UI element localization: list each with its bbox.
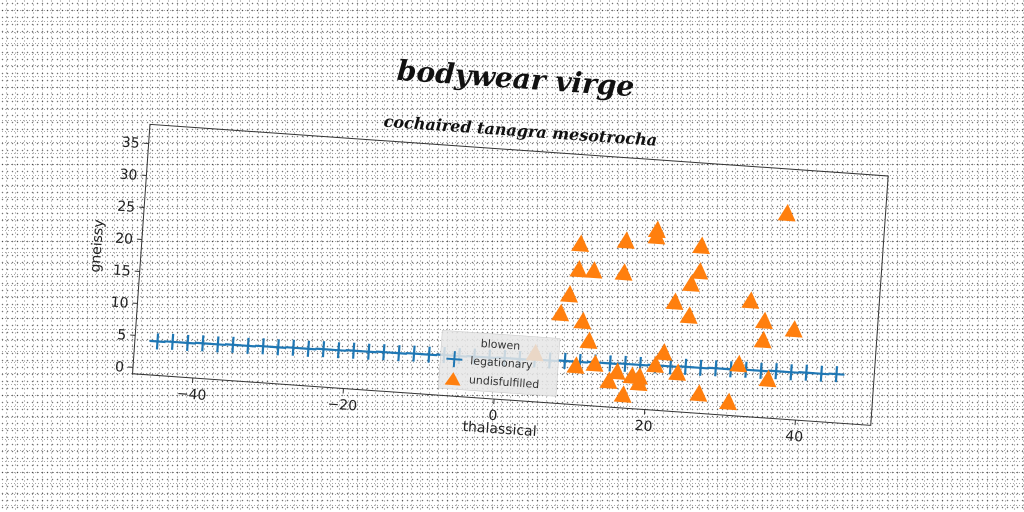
point-undisfulfilled <box>585 354 604 372</box>
y-tick-label: 0 <box>114 359 124 376</box>
x-axis-label: thalassical <box>462 419 537 440</box>
point-undisfulfilled <box>654 343 673 361</box>
point-undisfulfilled <box>668 363 687 381</box>
y-tick-label: 35 <box>121 135 140 152</box>
legend-marker-undisfulfilled <box>444 372 461 386</box>
point-undisfulfilled <box>569 260 588 278</box>
point-legationary <box>813 365 830 382</box>
point-legationary <box>768 363 785 380</box>
point-legationary <box>677 358 694 375</box>
point-undisfulfilled <box>741 291 760 309</box>
legend-title: blowen <box>480 337 520 353</box>
point-undisfulfilled <box>753 330 772 349</box>
point-legationary <box>285 339 302 356</box>
point-legationary <box>255 338 272 355</box>
point-legationary <box>828 366 845 383</box>
point-undisfulfilled <box>719 392 737 411</box>
x-tick-label: −20 <box>327 396 358 414</box>
point-legationary <box>194 335 211 352</box>
axis-ticks: −40 −20 0 20 40 0 5 10 15 20 25 30 35 <box>110 135 804 446</box>
point-legationary <box>390 345 407 362</box>
point-legationary <box>783 364 800 381</box>
point-undisfulfilled <box>614 263 633 281</box>
x-tick-label: 40 <box>785 428 804 445</box>
x-tick-label: 20 <box>634 418 653 435</box>
legend-marker-legationary <box>446 351 463 368</box>
legend-box <box>437 329 561 397</box>
point-undisfulfilled <box>729 354 748 373</box>
y-axis-label: gneissy <box>88 219 108 273</box>
point-legationary <box>375 344 392 361</box>
point-undisfulfilled <box>690 262 709 280</box>
point-legationary <box>602 355 619 372</box>
point-undisfulfilled <box>579 331 598 350</box>
y-tick-label: 15 <box>112 263 131 280</box>
point-legationary <box>556 352 573 369</box>
point-undisfulfilled <box>566 356 585 374</box>
point-legationary <box>345 342 362 359</box>
point-legationary <box>209 336 226 353</box>
point-legationary <box>270 339 287 356</box>
data-marks <box>149 203 845 411</box>
point-undisfulfilled <box>571 234 590 253</box>
point-legationary <box>239 337 257 354</box>
legend: blowen legationary undisfulfilled <box>437 329 561 397</box>
point-legationary <box>149 333 166 350</box>
point-legationary <box>798 364 815 381</box>
point-legationary <box>179 334 196 351</box>
point-undisfulfilled <box>645 355 664 373</box>
point-legationary <box>315 341 332 358</box>
point-undisfulfilled <box>758 369 777 388</box>
point-legationary <box>692 359 709 376</box>
point-legationary <box>662 358 679 375</box>
point-legationary <box>421 346 438 363</box>
point-undisfulfilled <box>599 371 618 389</box>
point-undisfulfilled <box>754 311 773 330</box>
y-tick-label: 30 <box>119 167 138 184</box>
point-undisfulfilled <box>784 320 803 338</box>
x-tick-label: −40 <box>176 386 207 404</box>
point-legationary <box>617 355 634 372</box>
point-legationary <box>752 362 770 379</box>
legend-label-undisfulfilled: undisfulfilled <box>468 373 539 391</box>
point-undisfulfilled <box>692 236 711 255</box>
point-undisfulfilled <box>616 231 635 249</box>
plot-area: cochaired tanagra mesotrocha −40−2002040… <box>88 112 889 446</box>
point-undisfulfilled <box>573 311 592 330</box>
point-legationary <box>330 342 347 359</box>
y-tick-label: 25 <box>117 199 136 216</box>
y-tick-label: 10 <box>110 295 129 312</box>
point-undisfulfilled <box>647 226 666 245</box>
point-legationary <box>707 360 724 377</box>
y-tick-label: 20 <box>115 231 134 248</box>
point-legationary <box>164 333 181 350</box>
point-undisfulfilled <box>607 362 626 380</box>
point-legationary <box>224 336 242 353</box>
point-undisfulfilled <box>560 285 578 303</box>
point-undisfulfilled <box>777 203 796 222</box>
point-undisfulfilled <box>665 292 684 311</box>
y-tick-label: 5 <box>117 327 127 344</box>
plot-frame <box>132 123 889 426</box>
point-undisfulfilled <box>629 367 648 385</box>
point-legationary <box>300 340 317 357</box>
point-undisfulfilled <box>679 306 698 324</box>
chart-title: bodywear virge <box>396 54 635 104</box>
point-undisfulfilled <box>613 385 632 403</box>
point-legationary <box>360 343 377 360</box>
point-legationary <box>405 345 423 362</box>
legend-label-legationary: legationary <box>470 354 534 371</box>
point-undisfulfilled <box>551 303 570 322</box>
x-tick-label: 0 <box>488 408 498 425</box>
point-undisfulfilled <box>681 274 700 292</box>
point-undisfulfilled <box>584 261 603 279</box>
point-undisfulfilled <box>689 384 708 402</box>
